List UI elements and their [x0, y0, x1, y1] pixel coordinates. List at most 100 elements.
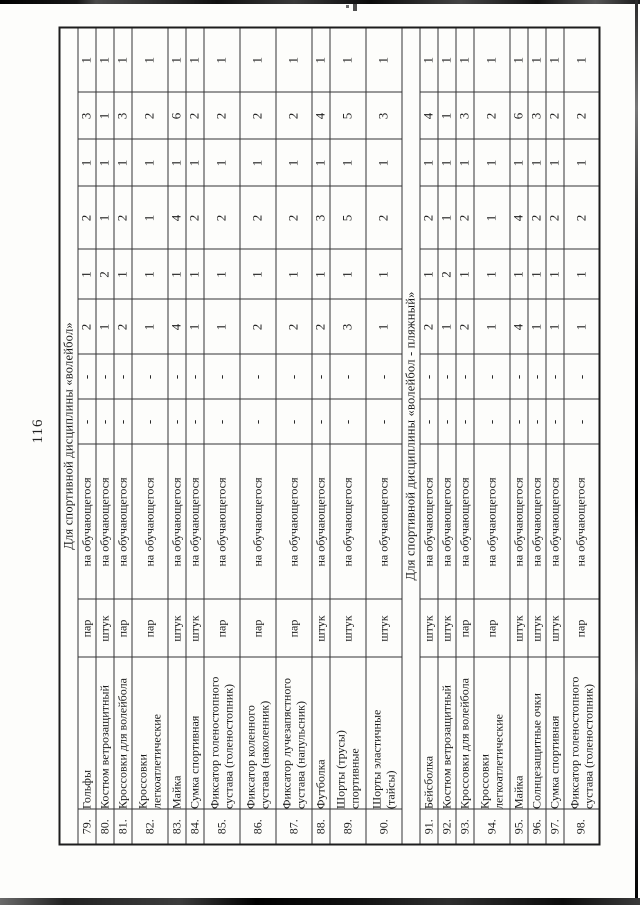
unit-cell: пар [455, 599, 473, 657]
value-cell: 2 [311, 299, 329, 354]
item-name-cell: Шорты (трусы) спортивные [329, 657, 365, 809]
value-cell: - [131, 354, 167, 399]
item-name-line: сустава (напульсник) [293, 700, 307, 809]
value-cell: 1 [437, 26, 455, 92]
value-cell: 1 [509, 249, 527, 299]
per-student-cell: на обучающегося [167, 444, 185, 599]
value-cell: 2 [473, 92, 509, 139]
value-cell: 2 [203, 92, 239, 139]
table-row: 83. Майка штук на обучающегося - -4 1 4 1 6 1 [167, 26, 185, 844]
section-title: Для спортивной дисциплины «волейбол - пл… [401, 26, 419, 844]
value-cell: 1 [365, 139, 401, 186]
rotated-table-wrapper: Для спортивной дисциплины «волейбол» 79. Г… [58, 25, 600, 845]
table-row: 82. Кроссовки легкоатлетические пар на обуча… [131, 26, 167, 844]
value-cell: 1 [203, 299, 239, 354]
per-student-cell: на обучающегося [329, 444, 365, 599]
value-cell: 1 [275, 249, 311, 299]
table-row: 87. Фиксатор лучезапястного сустава (напул… [275, 26, 311, 844]
item-name-line: Фиксатор коленного [242, 704, 257, 809]
row-number-cell: 85. [203, 809, 239, 844]
row-number-cell: 94. [473, 809, 509, 844]
scan-edge-bottom [0, 898, 640, 905]
value-cell: - [437, 399, 455, 444]
item-name-line: Гольфы [78, 769, 93, 809]
value-cell: 3 [527, 92, 545, 139]
item-name-line: Костюм ветрозащитный [96, 684, 111, 809]
value-cell: - [185, 354, 203, 399]
value-cell: 1 [77, 26, 95, 92]
item-name-cell: Костюм ветрозащитный [437, 657, 455, 809]
table-row: 90. Шорты эластичные (тайсы) штук на обучающ… [365, 26, 401, 844]
item-name-cell: Майка [167, 657, 185, 809]
section-title: Для спортивной дисциплины «волейбол» [59, 26, 77, 844]
value-cell: 1 [167, 139, 185, 186]
item-name-line: сустава (голеностопник) [221, 683, 235, 809]
value-cell: 2 [455, 299, 473, 354]
value-cell: 3 [77, 92, 95, 139]
row-number-cell: 81. [113, 809, 131, 844]
value-cell: 1 [509, 26, 527, 92]
unit-cell: пар [113, 599, 131, 657]
value-cell: 1 [437, 92, 455, 139]
value-cell: 1 [185, 249, 203, 299]
value-cell: 1 [545, 249, 563, 299]
item-name-line: Сумка спортивная [186, 715, 201, 809]
item-name-line: легкоатлетические [149, 713, 163, 809]
per-student-cell: на обучающегося [455, 444, 473, 599]
value-cell: 2 [455, 186, 473, 249]
item-name-cell: Фиксатор коленного сустава (наколенник) [239, 657, 275, 809]
value-cell: - [545, 399, 563, 444]
value-cell: 2 [185, 186, 203, 249]
value-cell: - [455, 354, 473, 399]
value-cell: 1 [203, 26, 239, 92]
value-cell: 1 [545, 26, 563, 92]
value-cell: 5 [329, 186, 365, 249]
item-name-cell: Бейсболка [419, 657, 437, 809]
item-name-line: Солнцезащитные очки [528, 692, 543, 809]
value-cell: 1 [185, 299, 203, 354]
row-number-cell: 82. [131, 809, 167, 844]
unit-cell: штук [185, 599, 203, 657]
scan-edge-top [0, 0, 640, 4]
item-name-line: Футболка [312, 758, 327, 809]
value-cell: 1 [203, 249, 239, 299]
row-number-cell: 79. [77, 809, 95, 844]
per-student-cell: на обучающегося [365, 444, 401, 599]
equipment-norms-table: Для спортивной дисциплины «волейбол» 79. Г… [58, 25, 600, 845]
value-cell: 1 [329, 139, 365, 186]
value-cell: 2 [95, 249, 113, 299]
value-cell: - [167, 399, 185, 444]
per-student-cell: на обучающегося [473, 444, 509, 599]
value-cell: 1 [329, 249, 365, 299]
item-name-cell: Футболка [311, 657, 329, 809]
per-student-cell: на обучающегося [275, 444, 311, 599]
value-cell: 1 [131, 139, 167, 186]
row-number-cell: 80. [95, 809, 113, 844]
value-cell: - [509, 354, 527, 399]
value-cell: 3 [365, 92, 401, 139]
unit-cell: пар [473, 599, 509, 657]
value-cell: 1 [563, 299, 599, 354]
value-cell: - [545, 354, 563, 399]
table-row: 79. Гольфы пар на обучающегося - -2 1 2 1 3 1 [77, 26, 95, 844]
item-name-cell: Кроссовки для волейбола [113, 657, 131, 809]
section-header-row: Для спортивной дисциплины «волейбол - пл… [401, 26, 419, 844]
value-cell: 1 [527, 249, 545, 299]
value-cell: 1 [455, 26, 473, 92]
row-number-cell: 87. [275, 809, 311, 844]
item-name-cell: Сумка спортивная [185, 657, 203, 809]
value-cell: - [203, 399, 239, 444]
value-cell: 1 [167, 26, 185, 92]
unit-cell: штук [437, 599, 455, 657]
item-name-line: Кроссовки для волейбола [114, 677, 129, 809]
value-cell: 1 [239, 249, 275, 299]
item-name-cell: Фиксатор лучезапястного сустава (напульсн… [275, 657, 311, 809]
item-name-cell: Кроссовки легкоатлетические [473, 657, 509, 809]
per-student-cell: на обучающегося [437, 444, 455, 599]
item-name-line: (тайсы) [383, 769, 397, 809]
value-cell: 1 [455, 139, 473, 186]
row-number-cell: 96. [527, 809, 545, 844]
value-cell: 1 [95, 299, 113, 354]
row-number-cell: 98. [563, 809, 599, 844]
item-name-cell: Кроссовки для волейбола [455, 657, 473, 809]
